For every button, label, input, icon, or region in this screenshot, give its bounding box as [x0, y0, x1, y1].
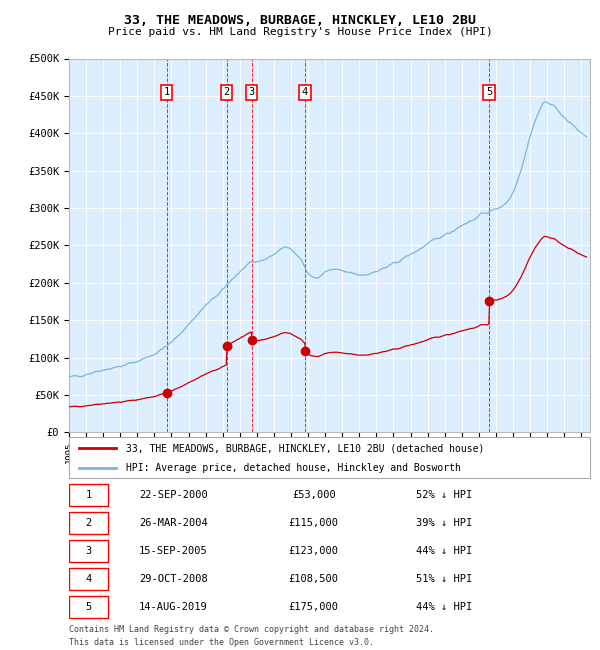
- FancyBboxPatch shape: [69, 484, 108, 506]
- Text: 3: 3: [85, 546, 92, 556]
- Text: 44% ↓ HPI: 44% ↓ HPI: [416, 546, 472, 556]
- Text: 33, THE MEADOWS, BURBAGE, HINCKLEY, LE10 2BU: 33, THE MEADOWS, BURBAGE, HINCKLEY, LE10…: [124, 14, 476, 27]
- Text: HPI: Average price, detached house, Hinckley and Bosworth: HPI: Average price, detached house, Hinc…: [126, 463, 461, 473]
- Text: 1: 1: [85, 490, 92, 500]
- Text: 14-AUG-2019: 14-AUG-2019: [139, 602, 208, 612]
- Text: 51% ↓ HPI: 51% ↓ HPI: [416, 574, 472, 584]
- Text: Contains HM Land Registry data © Crown copyright and database right 2024.: Contains HM Land Registry data © Crown c…: [69, 625, 434, 634]
- Text: 1: 1: [164, 87, 170, 97]
- Text: 2: 2: [85, 518, 92, 528]
- Text: 15-SEP-2005: 15-SEP-2005: [139, 546, 208, 556]
- Text: £123,000: £123,000: [289, 546, 339, 556]
- Text: 3: 3: [248, 87, 255, 97]
- Text: £175,000: £175,000: [289, 602, 339, 612]
- Text: 5: 5: [486, 87, 493, 97]
- FancyBboxPatch shape: [69, 512, 108, 534]
- Text: 5: 5: [85, 602, 92, 612]
- FancyBboxPatch shape: [69, 595, 108, 618]
- Text: 33, THE MEADOWS, BURBAGE, HINCKLEY, LE10 2BU (detached house): 33, THE MEADOWS, BURBAGE, HINCKLEY, LE10…: [126, 443, 485, 453]
- Text: 22-SEP-2000: 22-SEP-2000: [139, 490, 208, 500]
- FancyBboxPatch shape: [69, 437, 590, 478]
- Text: £53,000: £53,000: [292, 490, 335, 500]
- Text: 29-OCT-2008: 29-OCT-2008: [139, 574, 208, 584]
- Text: This data is licensed under the Open Government Licence v3.0.: This data is licensed under the Open Gov…: [69, 638, 374, 647]
- Text: £115,000: £115,000: [289, 518, 339, 528]
- Text: 39% ↓ HPI: 39% ↓ HPI: [416, 518, 472, 528]
- Text: 2: 2: [223, 87, 230, 97]
- Text: 4: 4: [85, 574, 92, 584]
- Text: 44% ↓ HPI: 44% ↓ HPI: [416, 602, 472, 612]
- Text: Price paid vs. HM Land Registry's House Price Index (HPI): Price paid vs. HM Land Registry's House …: [107, 27, 493, 37]
- Text: 4: 4: [302, 87, 308, 97]
- Text: 52% ↓ HPI: 52% ↓ HPI: [416, 490, 472, 500]
- FancyBboxPatch shape: [69, 540, 108, 562]
- FancyBboxPatch shape: [69, 567, 108, 590]
- Text: 26-MAR-2004: 26-MAR-2004: [139, 518, 208, 528]
- Text: £108,500: £108,500: [289, 574, 339, 584]
